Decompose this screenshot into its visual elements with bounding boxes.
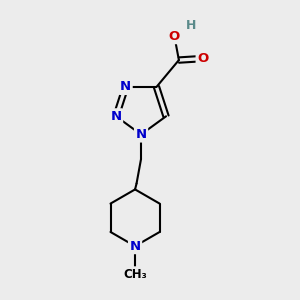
Text: N: N <box>136 128 147 141</box>
Text: CH₃: CH₃ <box>123 268 147 281</box>
Text: N: N <box>120 80 131 93</box>
Text: O: O <box>197 52 208 65</box>
Text: O: O <box>169 30 180 43</box>
Text: N: N <box>110 110 122 123</box>
Text: N: N <box>130 240 141 253</box>
Text: H: H <box>186 19 196 32</box>
